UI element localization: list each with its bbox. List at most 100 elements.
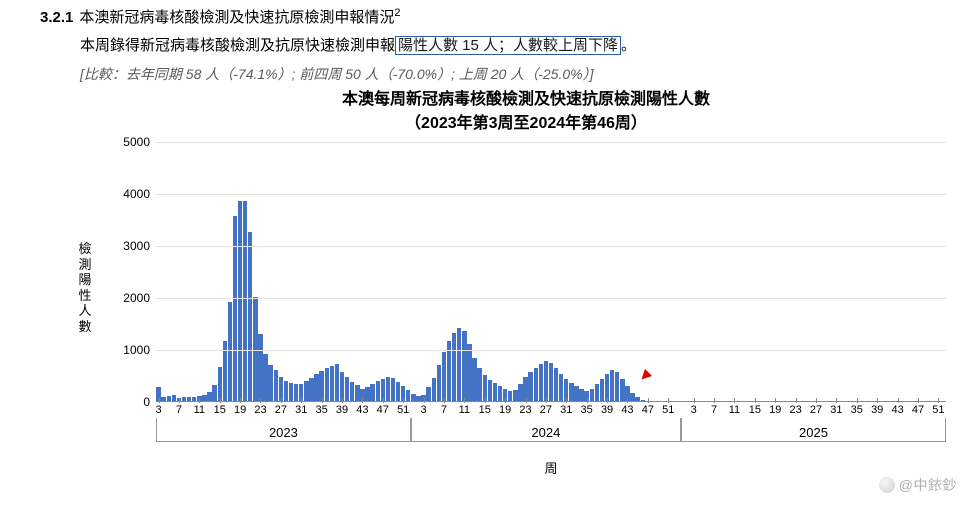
- bar: [396, 382, 400, 401]
- x-tick-label: 31: [295, 404, 307, 416]
- x-tick: [898, 398, 899, 403]
- x-tick-label: 47: [912, 404, 924, 416]
- x-tick: [796, 398, 797, 403]
- y-axis-title: 檢測陽性人數: [78, 241, 92, 335]
- bar: [513, 390, 517, 401]
- section-title: 本澳新冠病毒核酸檢測及快速抗原檢測申報情況: [79, 9, 394, 26]
- grid-line: [156, 246, 946, 247]
- bar: [452, 333, 456, 401]
- y-tick-label: 1000: [123, 344, 156, 356]
- bar: [549, 363, 553, 401]
- x-tick-label: 27: [540, 404, 552, 416]
- grid-line: [156, 194, 946, 195]
- y-tick-label: 5000: [123, 136, 156, 148]
- chart-title-line2: （2023年第3周至2024年第46周）: [116, 112, 936, 136]
- summary-pre: 本周錄得新冠病毒核酸檢測及抗原快速檢測申報: [80, 37, 395, 54]
- bar: [294, 384, 298, 401]
- bar: [228, 302, 232, 401]
- x-tick-label: 19: [234, 404, 246, 416]
- bar: [258, 334, 262, 401]
- bar: [467, 344, 471, 401]
- bar: [442, 352, 446, 401]
- x-tick: [566, 398, 567, 403]
- x-tick-label: 11: [459, 404, 470, 416]
- bar: [554, 368, 558, 401]
- bar: [595, 384, 599, 401]
- x-tick-label: 39: [601, 404, 613, 416]
- x-tick: [505, 398, 506, 403]
- year-group-label: 2025: [681, 418, 946, 442]
- bar: [238, 201, 242, 401]
- bar: [365, 387, 369, 401]
- x-tick-label: 43: [356, 404, 368, 416]
- x-tick: [301, 398, 302, 403]
- x-tick: [362, 398, 363, 403]
- x-tick: [322, 398, 323, 403]
- bar: [641, 400, 645, 401]
- x-tick-label: 3: [421, 404, 427, 416]
- x-tick: [714, 398, 715, 403]
- bar: [457, 328, 461, 401]
- chart-bars: [156, 142, 946, 401]
- x-tick-label: 47: [642, 404, 654, 416]
- x-tick: [526, 398, 527, 403]
- x-tick-label: 51: [662, 404, 674, 416]
- x-tick-label: 43: [891, 404, 903, 416]
- bar: [386, 377, 390, 401]
- x-tick-label: 31: [830, 404, 842, 416]
- section-number: 3.2.1: [40, 9, 73, 26]
- y-tick-label: 2000: [123, 292, 156, 304]
- bar: [355, 385, 359, 401]
- x-tick-label: 11: [194, 404, 205, 416]
- bar: [559, 374, 563, 401]
- x-tick-label: 3: [155, 404, 161, 416]
- x-tick-label: 35: [851, 404, 863, 416]
- x-tick-label: 47: [377, 404, 389, 416]
- x-tick-label: 35: [581, 404, 593, 416]
- bar: [233, 216, 237, 401]
- bar: [192, 397, 196, 401]
- x-tick-label: 51: [932, 404, 944, 416]
- bar: [518, 384, 522, 401]
- x-tick: [668, 398, 669, 403]
- bar: [263, 354, 267, 401]
- x-tick: [485, 398, 486, 403]
- watermark-text: @中銥鈔: [899, 475, 957, 495]
- x-tick: [383, 398, 384, 403]
- x-tick: [260, 398, 261, 403]
- x-tick: [342, 398, 343, 403]
- x-tick-label: 19: [769, 404, 781, 416]
- bar: [207, 392, 211, 401]
- bar: [437, 365, 441, 401]
- bar: [600, 379, 604, 401]
- bar: [391, 378, 395, 401]
- bar: [544, 361, 548, 401]
- watermark: @中銥鈔: [879, 475, 957, 495]
- x-tick: [220, 398, 221, 403]
- bar: [620, 379, 624, 401]
- bar: [330, 366, 334, 401]
- x-tick: [240, 398, 241, 403]
- bar: [248, 232, 252, 401]
- bar: [462, 331, 466, 401]
- x-tick: [464, 398, 465, 403]
- x-tick-label: 39: [336, 404, 348, 416]
- bar: [314, 374, 318, 401]
- summary-line: 本周錄得新冠病毒核酸檢測及抗原快速檢測申報陽性人數 15 人；人數較上周下降。: [80, 33, 975, 59]
- bar: [274, 370, 278, 401]
- x-tick: [938, 398, 939, 403]
- bar: [426, 387, 430, 401]
- bar: [406, 390, 410, 401]
- x-axis-year-row: 202320242025: [156, 418, 946, 458]
- x-tick: [734, 398, 735, 403]
- x-tick-label: 31: [560, 404, 572, 416]
- bar: [590, 389, 594, 401]
- bar: [167, 396, 171, 401]
- bar: [218, 367, 222, 401]
- x-tick: [775, 398, 776, 403]
- bar: [610, 370, 614, 401]
- y-tick-label: 0: [143, 396, 156, 408]
- x-tick: [281, 398, 282, 403]
- grid-line: [156, 298, 946, 299]
- bar: [498, 386, 502, 401]
